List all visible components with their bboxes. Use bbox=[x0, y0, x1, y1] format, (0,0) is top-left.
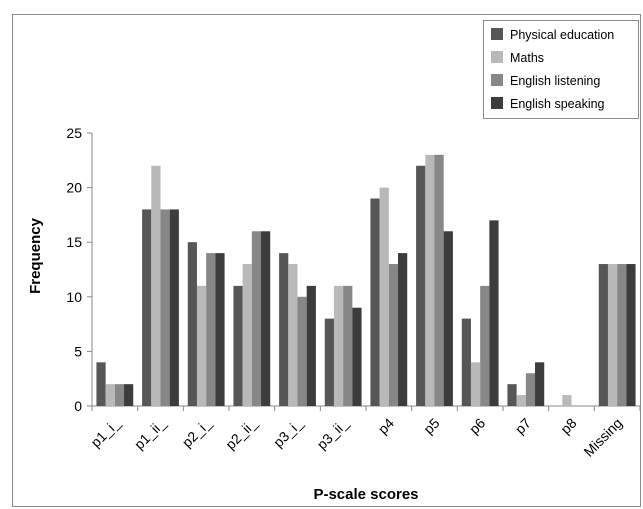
bar-p3_ii_-3 bbox=[352, 307, 362, 406]
bar-p7-1 bbox=[516, 395, 526, 406]
legend-swatch bbox=[491, 74, 503, 86]
bar-Missing-2 bbox=[617, 264, 627, 406]
bar-p1_i_-1 bbox=[105, 384, 115, 406]
legend-box bbox=[483, 20, 639, 119]
bar-p2_ii_-0 bbox=[233, 285, 243, 406]
x-tick-label: p7 bbox=[512, 415, 534, 437]
bar-p1_i_-0 bbox=[96, 362, 106, 406]
x-tick-label: p1_ii_ bbox=[131, 415, 169, 453]
bar-p5-3 bbox=[443, 231, 453, 406]
bar-p2_ii_-3 bbox=[261, 231, 271, 406]
y-tick-label: 25 bbox=[66, 125, 82, 141]
x-tick-label: p5 bbox=[420, 415, 442, 437]
bar-p6-1 bbox=[470, 362, 481, 406]
x-axis-ticks: p1_i_ p1_ii_ p2_i_ p2_ii_ p3_i_ p3_ii_ p4 p5 p6 p… bbox=[87, 406, 641, 460]
x-tick-label: Missing bbox=[580, 415, 625, 460]
bar-p6-2 bbox=[480, 285, 490, 406]
bar-p4-3 bbox=[398, 253, 408, 406]
chart-frame bbox=[12, 14, 641, 507]
x-tick-label: p3_i_ bbox=[270, 415, 306, 451]
bar-p2_ii_-2 bbox=[251, 231, 262, 406]
bar-p4-0 bbox=[370, 198, 380, 406]
legend-swatch bbox=[491, 51, 503, 63]
bar-p2_i_-2 bbox=[206, 253, 216, 406]
legend: Physical education Maths English listening… bbox=[483, 20, 639, 119]
legend-label: Maths bbox=[510, 51, 544, 65]
bar-p7-3 bbox=[535, 362, 545, 406]
bars bbox=[96, 154, 636, 406]
bar-p2_i_-1 bbox=[196, 285, 207, 406]
bar-p3_ii_-0 bbox=[324, 318, 334, 406]
x-tick-label: p2_ii_ bbox=[222, 415, 260, 453]
x-axis-title: P-scale scores bbox=[313, 486, 418, 503]
bar-p1_ii_-2 bbox=[160, 209, 170, 406]
bar-p1_i_-2 bbox=[114, 384, 125, 406]
legend-label: English listening bbox=[510, 74, 600, 88]
bar-p2_ii_-1 bbox=[242, 264, 252, 406]
bar-p2_i_-3 bbox=[215, 253, 225, 406]
y-axis-title: Frequency bbox=[27, 217, 44, 294]
bar-Missing-0 bbox=[598, 264, 608, 406]
bar-p5-1 bbox=[425, 154, 435, 406]
bar-p5-2 bbox=[434, 154, 444, 406]
bar-p1_i_-3 bbox=[124, 384, 134, 406]
y-tick-label: 5 bbox=[74, 343, 82, 359]
y-tick-label: 20 bbox=[66, 180, 82, 196]
bar-p4-2 bbox=[388, 264, 399, 406]
x-tick-label: p8 bbox=[557, 415, 579, 437]
bar-p3_i_-0 bbox=[279, 253, 289, 406]
y-tick-label: 0 bbox=[74, 398, 82, 414]
bar-Missing-3 bbox=[626, 264, 636, 406]
bar-p6-0 bbox=[461, 318, 471, 406]
bar-p3_i_-2 bbox=[297, 296, 307, 406]
legend-label: English speaking bbox=[510, 97, 605, 111]
legend-swatch bbox=[491, 28, 503, 40]
x-tick-label: p4 bbox=[375, 415, 397, 437]
bar-p7-2 bbox=[525, 373, 536, 406]
bar-p6-3 bbox=[489, 220, 499, 406]
x-tick-label: p6 bbox=[466, 415, 488, 437]
x-tick-label: p1_i_ bbox=[87, 415, 123, 451]
bar-p1_ii_-3 bbox=[169, 209, 179, 406]
y-axis-ticks: 0 5 10 15 20 25 bbox=[66, 125, 92, 414]
y-tick-label: 15 bbox=[66, 234, 82, 250]
bar-p8-1 bbox=[562, 395, 572, 406]
bar-p3_ii_-2 bbox=[343, 285, 353, 406]
legend-swatch bbox=[491, 97, 503, 109]
bar-p1_ii_-0 bbox=[142, 209, 152, 406]
bar-p1_ii_-1 bbox=[151, 165, 161, 406]
y-tick-label: 10 bbox=[66, 289, 82, 305]
bar-p3_ii_-1 bbox=[333, 285, 344, 406]
bar-p4-1 bbox=[379, 187, 389, 406]
x-tick-label: p3_ii_ bbox=[314, 415, 352, 453]
bar-p5-0 bbox=[416, 165, 426, 406]
bar-p3_i_-3 bbox=[306, 285, 316, 406]
legend-label: Physical education bbox=[510, 28, 614, 42]
bar-p3_i_-1 bbox=[288, 264, 298, 406]
x-tick-label: p2_i_ bbox=[179, 415, 215, 451]
bar-p2_i_-0 bbox=[187, 242, 197, 406]
bar-Missing-1 bbox=[607, 264, 618, 406]
bar-p7-0 bbox=[507, 384, 517, 406]
